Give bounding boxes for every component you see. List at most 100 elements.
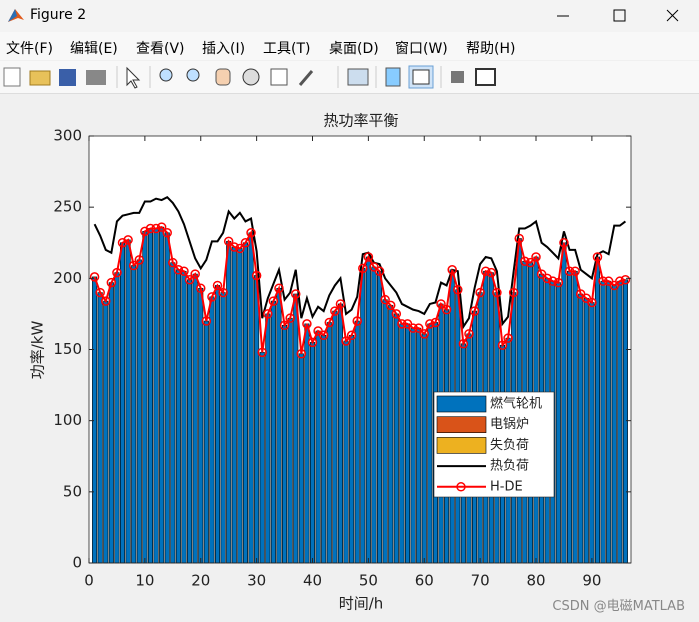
bar <box>427 323 433 564</box>
bar <box>382 299 388 564</box>
legend-label: H-DE <box>490 479 523 494</box>
window-title: Figure 2 <box>30 7 87 23</box>
legend-swatch <box>436 437 487 454</box>
bar <box>287 317 293 564</box>
marker <box>290 289 301 299</box>
marker <box>587 297 597 308</box>
legend-label: 失负荷 <box>490 438 529 453</box>
marker <box>285 313 295 323</box>
marker <box>324 317 335 328</box>
menu-item[interactable]: 窗口(W) <box>395 41 448 57</box>
marker <box>380 294 390 305</box>
marker <box>436 299 446 309</box>
bar <box>304 323 310 564</box>
marker <box>101 296 111 306</box>
bar <box>606 280 612 564</box>
marker <box>89 272 100 282</box>
app-icon <box>8 9 24 22</box>
bar <box>147 228 153 564</box>
x-tick-label: 70 <box>471 572 490 590</box>
x-tick-label: 0 <box>84 572 94 590</box>
menu-item[interactable]: 工具(T) <box>263 41 311 57</box>
y-tick-label: 150 <box>53 340 82 358</box>
legend-label: 燃气轮机 <box>490 396 542 412</box>
marker <box>525 257 536 268</box>
x-tick-label: 40 <box>303 572 322 590</box>
marker <box>128 260 139 271</box>
bar <box>326 322 332 564</box>
marker <box>196 283 206 294</box>
marker <box>307 337 318 348</box>
bar <box>611 285 617 564</box>
marker <box>620 275 631 285</box>
menu-item[interactable]: 帮助(H) <box>466 41 516 57</box>
marker <box>480 266 491 276</box>
marker <box>514 233 524 244</box>
marker <box>223 236 234 247</box>
menu-item[interactable]: 文件(F) <box>6 41 53 57</box>
bar <box>583 297 589 564</box>
y-tick-label: 50 <box>63 482 82 500</box>
bar <box>349 334 355 564</box>
marker <box>145 223 156 234</box>
marker <box>95 287 105 298</box>
marker <box>341 336 351 346</box>
bar <box>131 265 137 564</box>
bar <box>354 320 360 564</box>
toolbar-icons[interactable] <box>0 61 699 93</box>
marker <box>447 265 457 275</box>
marker <box>592 252 603 262</box>
marker <box>430 317 441 328</box>
bar <box>371 266 377 564</box>
y-tick-label: 0 <box>72 554 82 572</box>
bar <box>617 280 623 564</box>
marker <box>564 266 575 276</box>
y-tick-label: 100 <box>53 411 82 429</box>
bar <box>119 242 126 564</box>
window-controls[interactable] <box>539 0 699 32</box>
marker <box>553 277 564 288</box>
bar <box>198 287 204 564</box>
bar <box>360 268 366 564</box>
marker <box>548 276 558 286</box>
marker <box>330 306 340 316</box>
marker <box>251 270 262 281</box>
bar <box>555 282 561 564</box>
menu-item[interactable]: 插入(I) <box>202 41 246 57</box>
marker <box>229 242 240 252</box>
bar <box>561 242 567 564</box>
marker <box>184 275 195 285</box>
bar <box>170 262 176 564</box>
bar <box>192 273 198 564</box>
legend-swatch <box>436 416 487 434</box>
bar <box>276 287 282 564</box>
bar <box>578 293 584 564</box>
bar <box>164 232 170 564</box>
marker <box>134 255 145 265</box>
marker <box>279 320 290 331</box>
chart-title: 热功率平衡 <box>323 112 398 130</box>
marker <box>190 269 200 279</box>
menu-item[interactable]: 桌面(D) <box>329 41 379 57</box>
line <box>93 195 627 330</box>
marker <box>413 323 424 333</box>
bar <box>142 231 148 564</box>
menu-item[interactable]: 编辑(E) <box>70 41 118 57</box>
chart: 热功率平衡 时间/h 功率/kW 0 50 100 150 200 250 300 0 10 20… <box>29 112 632 613</box>
bar <box>175 269 181 564</box>
legend-swatch <box>436 395 487 413</box>
bar <box>365 256 371 564</box>
bar <box>332 310 338 564</box>
bar <box>254 275 260 564</box>
x-tick-label: 30 <box>247 572 266 590</box>
marker <box>335 299 346 309</box>
marker <box>268 296 279 306</box>
marker <box>201 316 212 326</box>
marker <box>246 228 256 238</box>
marker <box>212 280 223 291</box>
bar <box>600 280 606 564</box>
marker <box>140 226 150 237</box>
marker <box>497 340 508 350</box>
legend-marker <box>456 482 466 492</box>
menu-item[interactable]: 查看(V) <box>136 41 185 57</box>
